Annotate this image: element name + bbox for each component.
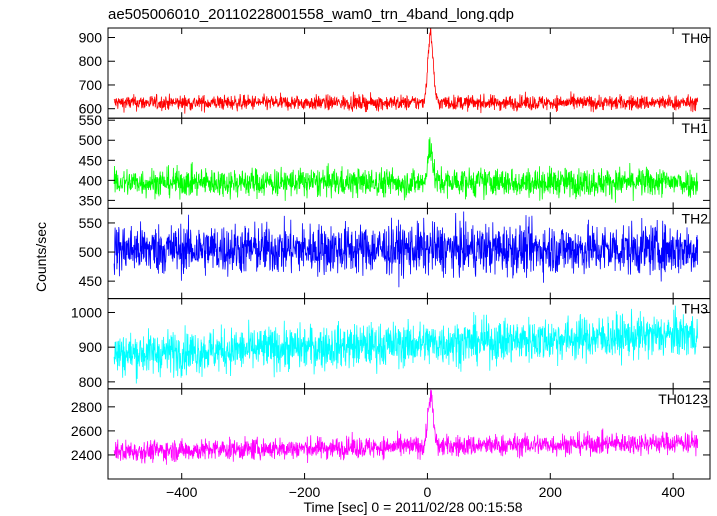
y-tick-label: 400 [79, 172, 103, 188]
x-tick-label: −400 [166, 484, 198, 500]
y-tick-label: 450 [79, 152, 103, 168]
y-tick-label: 800 [79, 53, 103, 69]
series-line-th1 [113, 137, 699, 203]
y-tick-label: 500 [79, 132, 103, 148]
panel-th1: 350 400 450 500 550 TH1 [79, 112, 711, 209]
chart-title: ae505006010_20110228001558_wam0_trn_4ban… [108, 6, 514, 23]
y-tick-label: 800 [79, 374, 103, 390]
panel-frame [107, 117, 711, 209]
panel-th0123: 2400 2600 2800 TH0123 [71, 388, 711, 480]
panel-label: TH1 [682, 120, 709, 136]
y-tick-label: 550 [79, 215, 103, 231]
x-axis-label: Time [sec] 0 = 2011/02/28 00:15:58 [303, 499, 522, 515]
y-tick-label: 700 [79, 77, 103, 93]
y-axis-label: Counts/sec [33, 222, 49, 292]
panel-label: TH3 [682, 301, 709, 317]
panels-group: 600 700 800 900 TH0 350 400 450 500 550 TH1 450 500 5… [71, 27, 711, 500]
panel-th0: 600 700 800 900 TH0 [79, 27, 711, 119]
panel-label: TH2 [682, 210, 709, 226]
y-tick-label: 600 [79, 101, 103, 117]
series-line-th0123 [113, 389, 699, 465]
series-line-th2 [113, 211, 699, 288]
panel-th2: 450 500 550 TH2 [79, 207, 711, 300]
y-tick-label: 2800 [71, 399, 102, 415]
y-tick-label: 1000 [71, 304, 102, 320]
x-tick-label: −200 [289, 484, 321, 500]
y-tick-label: 350 [79, 192, 103, 208]
panel-frame [107, 388, 711, 480]
y-tick-label: 500 [79, 244, 103, 260]
y-tick-label: 900 [79, 339, 103, 355]
y-tick-label: 450 [79, 273, 103, 289]
panel-label: TH0123 [658, 391, 708, 407]
x-tick-label: 200 [539, 484, 563, 500]
x-tick-label: 0 [424, 484, 432, 500]
y-tick-label: 2600 [71, 423, 102, 439]
series-line-th3 [113, 305, 699, 384]
panel-th3: 800 900 1000 TH3 [71, 298, 711, 390]
y-tick-label: 2400 [71, 447, 102, 463]
panel-label: TH0 [682, 30, 709, 46]
x-tick-label: 400 [661, 484, 685, 500]
y-tick-label: 550 [79, 112, 103, 128]
y-tick-label: 900 [79, 29, 103, 45]
series-line-th0 [113, 28, 699, 114]
